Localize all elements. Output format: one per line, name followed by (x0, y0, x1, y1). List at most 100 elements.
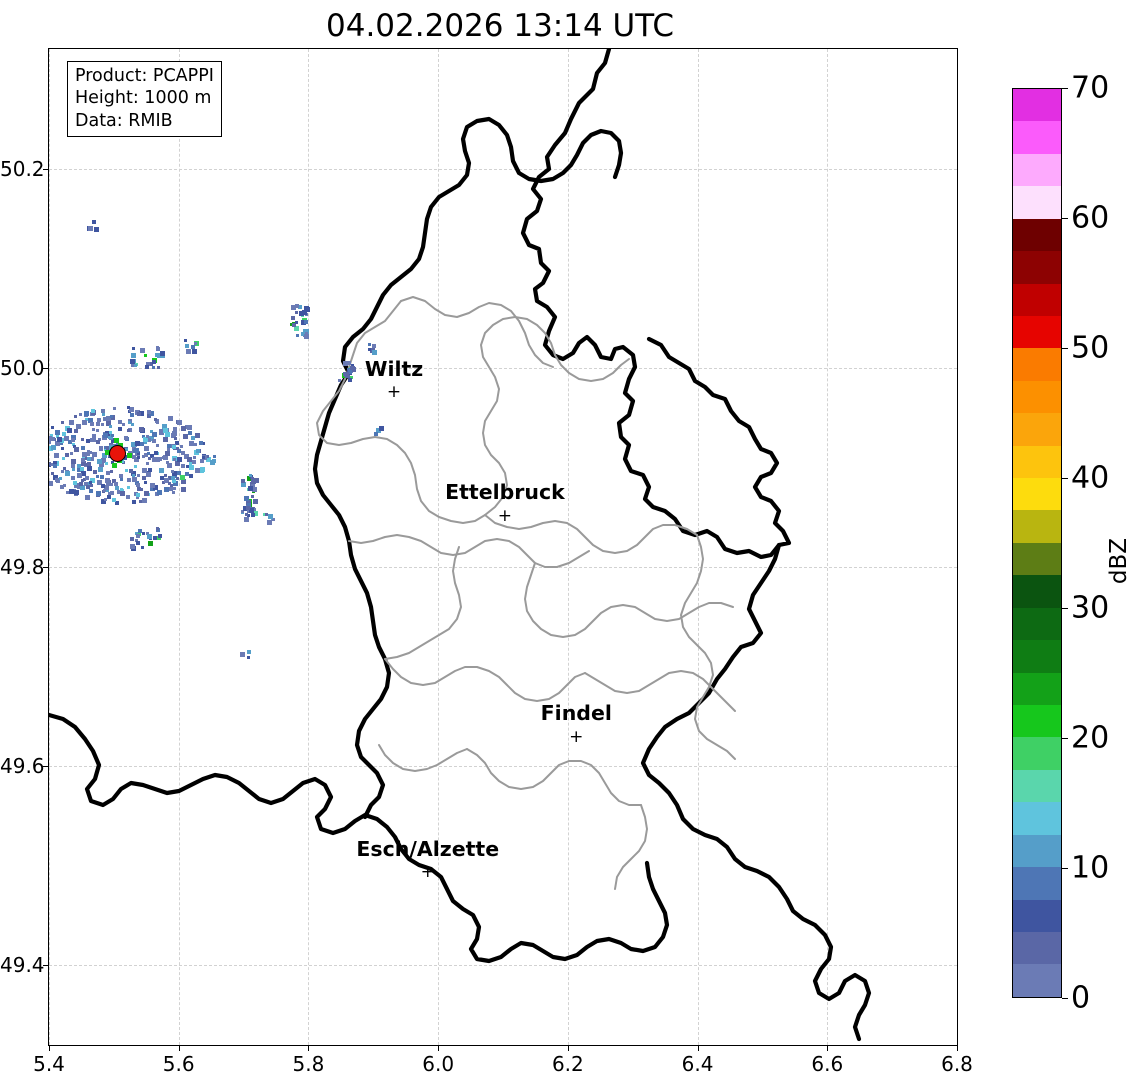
radar-echo-pixel (131, 353, 136, 358)
radar-echo-pixel (173, 487, 176, 490)
radar-echo-pixel (105, 450, 110, 455)
gridline-vertical (567, 49, 569, 1045)
gridline-vertical (827, 49, 829, 1045)
colorbar-tick-mark (1062, 998, 1068, 999)
radar-echo-pixel (193, 456, 196, 459)
gridline-horizontal (49, 965, 957, 967)
colorbar-band (1013, 121, 1061, 154)
radar-echo-pixel (87, 466, 92, 471)
radar-echo-pixel (63, 484, 66, 487)
radar-echo-pixel (248, 486, 253, 491)
radar-echo-pixel (147, 534, 152, 539)
radar-echo-pixel (126, 495, 130, 499)
colorbar-band (1013, 283, 1061, 316)
radar-echo-pixel (108, 434, 113, 439)
radar-echo-pixel (91, 409, 95, 413)
gridline-vertical (178, 49, 180, 1045)
radar-echo-pixel (129, 469, 133, 473)
radar-echo-pixel (103, 417, 107, 421)
radar-echo-pixel (157, 490, 162, 495)
radar-echo-pixel (49, 481, 53, 486)
radar-echo-pixel (144, 491, 149, 496)
radar-echo-pixel (79, 482, 83, 486)
radar-echo-pixel (97, 418, 101, 422)
colorbar[interactable] (1012, 88, 1062, 998)
radar-echo-pixel (194, 443, 197, 446)
radar-echo-pixel (348, 370, 352, 374)
radar-echo-pixel (195, 433, 200, 438)
radar-echo-pixel (167, 463, 172, 468)
gridline-horizontal (49, 766, 957, 768)
radar-echo-pixel (291, 305, 296, 310)
national-border-west-path (312, 370, 392, 820)
radar-echo-pixel (73, 481, 77, 485)
colorbar-band (1013, 186, 1061, 219)
radar-echo-pixel (177, 457, 182, 462)
radar-echo-pixel (246, 500, 251, 505)
map-plot-area[interactable]: Wiltz + Ettelbruck + Findel + Esch/Alzette + Pr… (48, 48, 958, 1046)
colorbar-band (1013, 413, 1061, 446)
radar-echo-pixel (96, 422, 100, 426)
radar-echo-pixel (368, 343, 371, 346)
radar-echo-pixel (115, 501, 119, 505)
radar-echo-pixel (147, 410, 151, 414)
radar-echo-pixel (267, 520, 272, 525)
radar-echo-pixel (101, 409, 105, 413)
radar-echo-pixel (304, 320, 308, 324)
radar-echo-pixel (51, 472, 54, 475)
info-product-line: Product: PCAPPI (75, 66, 214, 86)
radar-echo-pixel (172, 491, 175, 494)
radar-echo-pixel (88, 226, 93, 231)
colorbar-band (1013, 607, 1061, 641)
radar-echo-pixel (185, 344, 189, 348)
radar-echo-pixel (83, 478, 86, 481)
radar-echo-pixel (253, 499, 258, 504)
radar-echo-pixel (66, 491, 69, 494)
radar-echo-pixel (107, 495, 111, 499)
radar-echo-pixel (82, 452, 87, 457)
radar-echo-pixel (128, 421, 131, 424)
radar-echo-pixel (157, 366, 160, 369)
gridline-horizontal (49, 566, 957, 568)
radar-echo-pixel (74, 490, 79, 495)
x-tick-label: 5.8 (292, 1052, 325, 1076)
radar-echo-pixel (379, 426, 384, 431)
radar-echo-pixel (137, 412, 141, 416)
radar-echo-pixel (136, 496, 139, 499)
radar-echo-pixel (74, 415, 77, 418)
radar-site-marker[interactable] (108, 444, 126, 462)
radar-echo-pixel (247, 514, 250, 517)
info-data-line: Data: RMIB (75, 110, 173, 131)
radar-echo-pixel (127, 486, 130, 489)
radar-echo-pixel (298, 305, 302, 309)
radar-echo-pixel (144, 446, 149, 451)
radar-echo-pixel (87, 450, 90, 453)
radar-echo-pixel (99, 447, 103, 451)
colorbar-band (1013, 445, 1061, 479)
radar-echo-pixel (55, 441, 60, 446)
radar-echo-pixel (142, 468, 147, 473)
colorbar-tick-mark (1062, 88, 1068, 89)
x-tick-label: 5.4 (33, 1052, 65, 1076)
radar-echo-pixel (200, 469, 204, 473)
radar-echo-pixel (251, 484, 255, 488)
radar-echo-pixel (144, 354, 147, 357)
radar-echo-pixel (177, 449, 181, 453)
radar-echo-pixel (160, 351, 165, 356)
colorbar-band (1013, 737, 1061, 770)
radar-echo-pixel (92, 438, 96, 442)
radar-echo-pixel (90, 457, 94, 461)
radar-echo-pixel (200, 459, 204, 463)
radar-echo-pixel (173, 427, 177, 431)
radar-echo-pixel (303, 329, 308, 334)
radar-echo-pixel (253, 511, 258, 516)
radar-echo-pixel (108, 492, 111, 495)
colorbar-band (1013, 218, 1061, 252)
radar-echo-pixel (136, 493, 140, 497)
radar-echo-pixel (127, 478, 131, 482)
radar-echo-pixel (98, 438, 101, 441)
radar-echo-pixel (153, 536, 157, 540)
radar-echo-pixel (74, 447, 79, 452)
radar-echo-pixel (146, 462, 149, 465)
